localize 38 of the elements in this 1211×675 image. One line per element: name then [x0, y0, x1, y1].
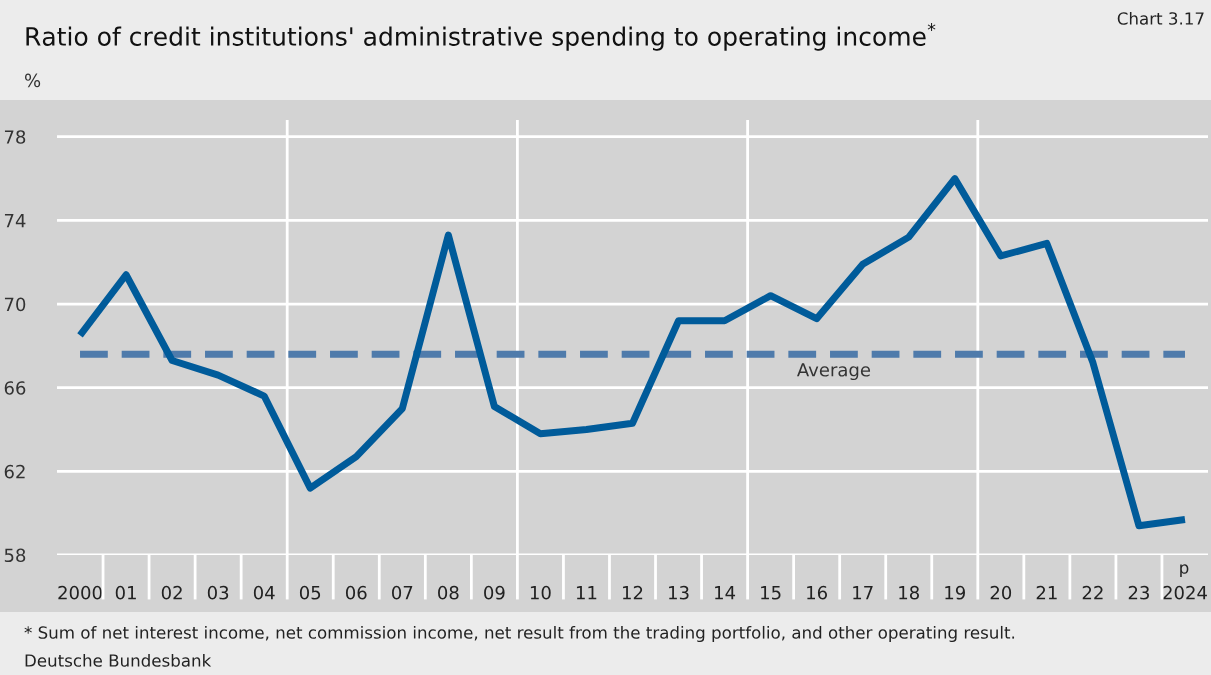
- x-tick-label: 2024: [1163, 585, 1207, 600]
- y-tick-label: 66: [4, 381, 26, 395]
- x-tick-label: 10: [530, 585, 551, 600]
- x-tick-label: 05: [299, 585, 321, 600]
- ref-line-label: Average: [796, 363, 871, 381]
- text: Deutsche Bundesbank: [25, 653, 212, 667]
- text: * Sum of net interest income, net commission income, net result from the trading portfolio, and other operating result.: [24, 625, 1015, 643]
- x-tick-label: 19: [945, 585, 965, 600]
- x-tick-label: 06: [345, 585, 367, 600]
- x-tick-label: 18: [899, 585, 919, 600]
- y-tick-label: 62: [4, 464, 25, 479]
- y-tick-label: 58: [4, 548, 26, 563]
- x-tick-label: 15: [761, 586, 781, 600]
- text: p: [1180, 564, 1189, 578]
- x-tick-label: 12: [623, 585, 643, 600]
- x-tick-label: 04: [253, 585, 275, 600]
- x-tick-label: 03: [207, 585, 229, 600]
- x-tick-label: 01: [115, 585, 136, 600]
- x-tick-label: 21: [1036, 585, 1057, 600]
- x-tick-label: 16: [807, 585, 828, 600]
- x-tick-label: 14: [715, 586, 736, 600]
- y-tick-label: 74: [4, 214, 26, 228]
- x-tick-label: 17: [853, 586, 873, 600]
- x-tick-label: 23: [1128, 585, 1149, 600]
- y-tick-label: 78: [4, 130, 26, 144]
- x-tick-label: 11: [576, 586, 597, 600]
- x-tick-label: 20: [990, 585, 1012, 600]
- y-tick-label: 70: [4, 297, 26, 312]
- x-tick-label: 08: [438, 585, 459, 600]
- caption: Chart 3.17: [1117, 11, 1204, 25]
- chart-title: Ratio of credit institutions' administrative spending to operating income$^{*}$: [26, 23, 936, 51]
- x-tick-label: 07: [392, 585, 413, 600]
- x-tick-label: 22: [1082, 585, 1103, 600]
- x-tick-label: 09: [484, 585, 505, 600]
- x-tick-label: 2000: [58, 585, 102, 600]
- x-tick-label: 13: [669, 585, 689, 600]
- x-tick-label: 02: [161, 585, 182, 600]
- y-axis-title: %: [25, 73, 41, 88]
